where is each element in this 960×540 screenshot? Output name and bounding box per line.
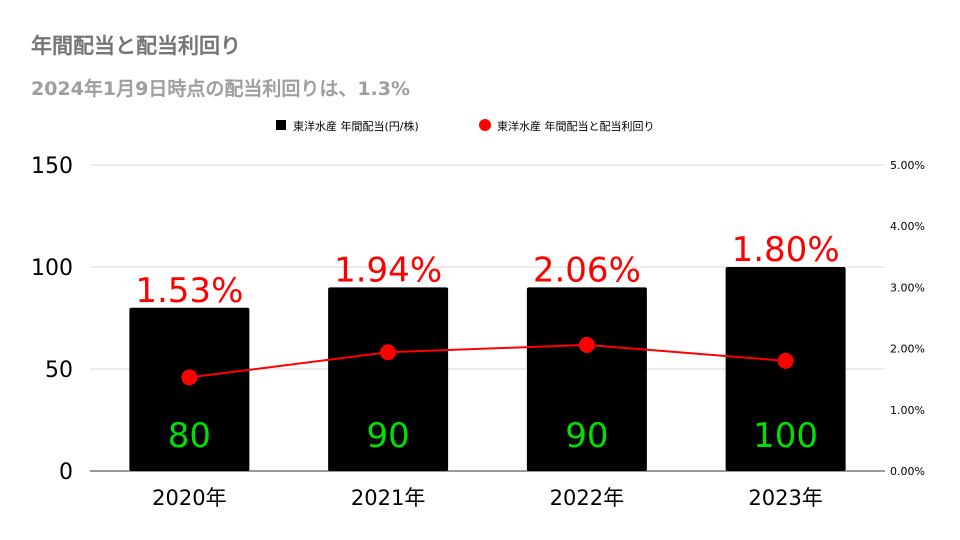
yield-value-label: 2.06% — [533, 250, 641, 290]
yield-value-label: 1.94% — [334, 250, 442, 290]
chart-title: 年間配当と配当利回り — [31, 34, 241, 58]
y-right-tick-label: 2.00% — [890, 343, 925, 356]
x-axis: 2020年 2021年 2022年 2023年 — [152, 486, 823, 510]
yield-line — [189, 343, 786, 379]
bar-value-label: 90 — [366, 416, 409, 456]
y-right-tick-label: 3.00% — [890, 281, 925, 294]
legend-swatch-line — [479, 119, 491, 131]
y-right-tick-label: 1.00% — [890, 404, 925, 417]
bar-value-label: 90 — [565, 416, 608, 456]
bar-value-label: 80 — [168, 416, 211, 456]
y-left-tick-label: 0 — [59, 460, 73, 485]
y-right-tick-label: 0.00% — [890, 465, 925, 478]
legend-label-line: 東洋水産 年間配当と配当利回り — [497, 119, 655, 133]
yield-point — [777, 352, 794, 369]
y-right-tick-label: 4.00% — [890, 220, 925, 233]
bar-series: 80 1.53% 90 1.94% 90 2.06% 100 1.80% — [129, 230, 846, 471]
y-left-tick-label: 50 — [45, 358, 73, 383]
legend-label-bar: 東洋水産 年間配当(円/株) — [293, 119, 419, 133]
x-tick-label: 2020年 — [152, 486, 226, 510]
y-right-tick-label: 5.00% — [890, 159, 925, 172]
legend-swatch-bar — [276, 120, 286, 130]
bar — [129, 307, 250, 471]
yield-point — [181, 369, 198, 386]
y-left-tick-label: 100 — [31, 256, 73, 281]
bar — [328, 287, 449, 471]
x-tick-label: 2023年 — [748, 486, 822, 510]
left-axis: 0 50 100 150 — [31, 154, 73, 485]
chart-subtitle: 2024年1月9日時点の配当利回りは、1.3% — [31, 78, 411, 100]
x-tick-label: 2022年 — [550, 486, 624, 510]
right-axis: 0.00% 1.00% 2.00% 3.00% 4.00% 5.00% — [890, 159, 925, 478]
bar — [526, 287, 647, 471]
x-tick-label: 2021年 — [351, 486, 425, 510]
legend: 東洋水産 年間配当(円/株) 東洋水産 年間配当と配当利回り — [276, 119, 655, 133]
y-left-tick-label: 150 — [31, 154, 73, 179]
yield-value-label: 1.80% — [732, 230, 840, 270]
yield-point — [380, 344, 397, 361]
yield-value-label: 1.53% — [135, 271, 243, 311]
bar-value-label: 100 — [753, 416, 818, 456]
line-series — [181, 336, 794, 386]
yield-point — [578, 336, 595, 353]
bar — [725, 267, 846, 471]
